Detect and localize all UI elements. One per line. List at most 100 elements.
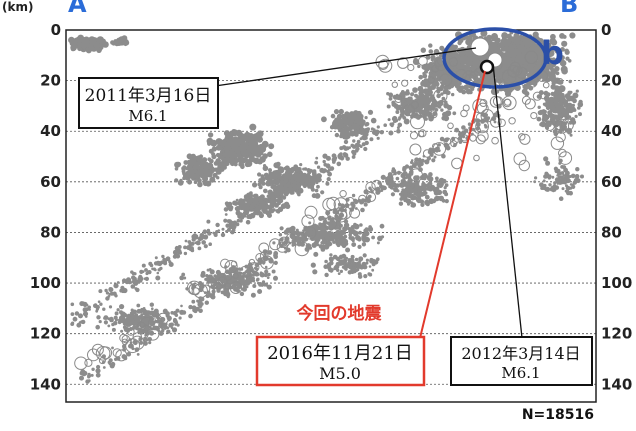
hypocenter-dot — [365, 121, 370, 127]
hypocenter-dot — [206, 171, 213, 178]
hypocenter-dot — [339, 269, 343, 273]
hypocenter-dot — [348, 120, 354, 126]
hypocenter-dot — [375, 189, 381, 195]
hypocenter-dot — [349, 131, 356, 137]
hypocenter-dot — [547, 110, 552, 115]
hypocenter-dot — [87, 379, 91, 383]
hypocenter-dot — [397, 122, 403, 128]
hypocenter-dot — [155, 275, 161, 281]
hypocenter-dot — [322, 159, 326, 164]
hypocenter-dot — [285, 203, 291, 209]
hypocenter-dot — [477, 60, 481, 64]
y-tick-right-20: 20 — [601, 72, 622, 90]
hypocenter-dot — [95, 324, 100, 330]
hypocenter-dot — [390, 124, 394, 128]
event-2011-marker — [470, 37, 490, 57]
hypocenter-dot — [511, 56, 516, 61]
hypocenter-dot — [68, 36, 75, 44]
hypocenter-dot — [326, 231, 331, 237]
hypocenter-dot — [152, 267, 156, 271]
hypocenter-dot — [112, 291, 117, 296]
hypocenter-dot — [278, 233, 283, 237]
hypocenter-dot — [348, 233, 353, 237]
hypocenter-dot — [135, 287, 140, 293]
hypocenter-dot — [292, 182, 297, 187]
hypocenter-dot — [542, 179, 546, 183]
hypocenter-dot — [558, 196, 564, 201]
hypocenter-dot — [557, 175, 562, 179]
hypocenter-dot — [333, 156, 338, 160]
hypocenter-circle — [542, 81, 550, 89]
hypocenter-dot — [364, 116, 368, 120]
hypocenter-dot — [103, 316, 107, 320]
hypocenter-dot — [559, 59, 567, 67]
hypocenter-dot — [332, 220, 336, 225]
hypocenter-dot — [225, 291, 231, 298]
hypocenter-dot — [332, 119, 338, 125]
hypocenter-dot — [154, 256, 158, 260]
hypocenter-dot — [440, 92, 444, 96]
hypocenter-dot — [191, 159, 198, 166]
hypocenter-dot — [408, 189, 414, 194]
hypocenter-dot — [168, 262, 174, 267]
hypocenter-dot — [178, 316, 182, 320]
hypocenter-dot — [170, 326, 174, 330]
hypocenter-dot — [257, 289, 263, 294]
hypocenter-dot — [372, 128, 376, 132]
hypocenter-dot — [574, 114, 578, 118]
hypocenter-dot — [267, 176, 273, 182]
hypocenter-dot — [206, 228, 211, 233]
hypocenter-dot — [116, 281, 120, 284]
hypocenter-dot — [118, 42, 122, 46]
hypocenter-dot — [88, 46, 93, 52]
hypocenter-circle — [409, 143, 422, 156]
hypocenter-dot — [85, 39, 91, 45]
hypocenter-dot — [283, 190, 289, 196]
hypocenter-dot — [261, 208, 265, 212]
hypocenter-dot — [236, 218, 241, 223]
hypocenter-dot — [316, 165, 321, 169]
hypocenter-dot — [345, 247, 351, 253]
hypocenter-dot — [299, 163, 303, 167]
hypocenter-dot — [258, 199, 263, 204]
hypocenter-dot — [387, 118, 391, 122]
hypocenter-dot — [515, 37, 522, 45]
hypocenter-dot — [213, 161, 219, 166]
hypocenter-dot — [287, 248, 291, 252]
hypocenter-dot — [551, 81, 556, 86]
hypocenter-dot — [75, 311, 79, 316]
hypocenter-dot — [553, 85, 560, 91]
hypocenter-dot — [141, 263, 146, 268]
hypocenter-dot — [532, 31, 539, 38]
hypocenter-dot — [197, 236, 203, 242]
hypocenter-dot — [217, 229, 221, 232]
annotation-2016-date: 2016年11月21日 — [267, 343, 413, 364]
hypocenter-dot — [136, 303, 141, 308]
hypocenter-dot — [80, 320, 84, 324]
hypocenter-dot — [240, 164, 245, 170]
hypocenter-dot — [127, 323, 131, 327]
hypocenter-dot — [226, 227, 231, 232]
hypocenter-dot — [465, 60, 470, 66]
hypocenter-dot — [351, 242, 357, 248]
hypocenter-dot — [134, 279, 140, 285]
hypocenter-dot — [186, 171, 191, 176]
hypocenter-dot — [578, 99, 583, 105]
hypocenter-dot — [145, 271, 149, 276]
hypocenter-dot — [204, 300, 209, 305]
hypocenter-dot — [556, 94, 563, 101]
hypocenter-dot — [235, 152, 242, 159]
hypocenter-dot — [425, 65, 431, 70]
y-tick-left-40: 40 — [40, 122, 61, 140]
hypocenter-dot — [246, 212, 249, 215]
hypocenter-dot — [257, 136, 262, 142]
hypocenter-dot — [102, 307, 106, 311]
hypocenter-dot — [436, 195, 441, 201]
hypocenter-dot — [266, 284, 269, 288]
hypocenter-dot — [226, 219, 231, 224]
hypocenter-dot — [321, 170, 326, 174]
hypocenter-dot — [396, 128, 401, 134]
hypocenter-dot — [238, 198, 244, 204]
hypocenter-dot — [556, 104, 561, 109]
hypocenter-dot — [293, 164, 299, 170]
